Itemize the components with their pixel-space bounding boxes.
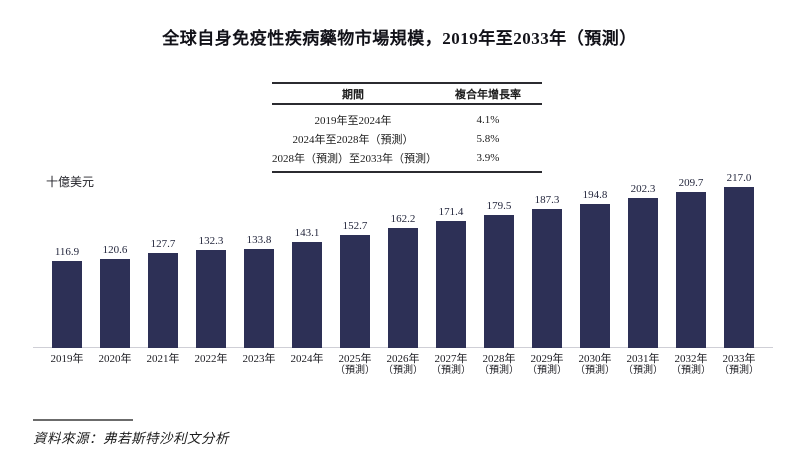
cagr-table: 期間 複合年增長率 2019年至2024年 4.1% 2024年至2028年（預測）… bbox=[272, 82, 542, 173]
bar bbox=[196, 249, 226, 348]
bar-group: 133.8 2023年 bbox=[235, 172, 283, 400]
bar-group: 194.8 2030年 （預測） bbox=[571, 172, 619, 400]
bar bbox=[724, 187, 754, 348]
bar-value-label: 132.3 bbox=[198, 234, 224, 247]
bar-group: 162.2 2026年 （預測） bbox=[379, 172, 427, 400]
source-divider bbox=[33, 419, 133, 421]
bar bbox=[292, 241, 322, 348]
bar-value-label: 217.0 bbox=[726, 172, 752, 184]
cagr-value: 4.1% bbox=[476, 113, 500, 126]
bar bbox=[484, 214, 514, 348]
x-axis-label: 2026年 （預測） bbox=[383, 353, 423, 376]
cagr-period: 2024年至2028年（預測） bbox=[292, 133, 414, 146]
cagr-table-body: 2019年至2024年 4.1% 2024年至2028年（預測） 5.8% 2028年（… bbox=[272, 105, 542, 171]
x-axis-label: 2021年 bbox=[146, 353, 180, 365]
bar-group: 120.6 2020年 bbox=[91, 172, 139, 400]
bar-group: 179.5 2028年 （預測） bbox=[475, 172, 523, 400]
bar-value-label: 194.8 bbox=[582, 188, 608, 201]
x-axis-label: 2033年 （預測） bbox=[719, 353, 759, 376]
bar-group: 187.3 2029年 （預測） bbox=[523, 172, 571, 400]
bar-group: 152.7 2025年 （預測） bbox=[331, 172, 379, 400]
bar-value-label: 143.1 bbox=[294, 226, 320, 239]
bar-value-label: 187.3 bbox=[534, 194, 560, 206]
bar-value-label: 171.4 bbox=[438, 205, 464, 218]
bar bbox=[436, 220, 466, 348]
x-axis-label: 2028年 （預測） bbox=[479, 353, 519, 376]
bar bbox=[100, 258, 130, 348]
bar bbox=[532, 209, 562, 348]
cagr-table-header: 期間 複合年增長率 bbox=[272, 84, 542, 105]
cagr-header-period: 期間 bbox=[342, 88, 364, 101]
bar-group: 217.0 2033年 （預測） bbox=[715, 172, 763, 400]
x-axis-label: 2024年 bbox=[290, 353, 324, 365]
cagr-value: 3.9% bbox=[476, 151, 500, 164]
bar-chart-plot: 116.9 2019年 120.6 2020年 127.7 2021年 132.3 2022年… bbox=[33, 172, 778, 400]
x-axis-label: 2020年 bbox=[98, 353, 132, 365]
chart-title: 全球自身免疫性疾病藥物市場規模，2019年至2033年（預測） bbox=[162, 29, 637, 48]
cagr-period: 2019年至2024年 bbox=[314, 114, 392, 127]
x-axis-label: 2023年 bbox=[242, 353, 276, 365]
bar bbox=[628, 197, 658, 348]
bar-group: 116.9 2019年 bbox=[43, 172, 91, 400]
cagr-period: 2028年（預測）至2033年（預測） bbox=[272, 152, 437, 165]
bar-group: 143.1 2024年 bbox=[283, 172, 331, 400]
bar bbox=[148, 253, 178, 348]
cagr-table-row: 2024年至2028年（預測） 5.8% bbox=[272, 129, 542, 148]
x-axis-label: 2027年 （預測） bbox=[431, 353, 471, 376]
x-axis-label: 2032年 （預測） bbox=[671, 353, 711, 376]
x-axis-label: 2019年 bbox=[50, 353, 84, 365]
cagr-header-rate: 複合年增長率 bbox=[455, 88, 521, 101]
bar-group: 127.7 2021年 bbox=[139, 172, 187, 400]
x-axis-label: 2025年 （預測） bbox=[335, 353, 375, 376]
x-axis-label: 2022年 bbox=[194, 353, 228, 365]
bar-value-label: 202.3 bbox=[630, 182, 656, 195]
bar-value-label: 209.7 bbox=[678, 177, 704, 190]
bar-value-label: 152.7 bbox=[342, 219, 368, 232]
cagr-table-row: 2019年至2024年 4.1% bbox=[272, 110, 542, 129]
bar bbox=[52, 261, 82, 348]
bar bbox=[388, 227, 418, 348]
cagr-value: 5.8% bbox=[476, 132, 500, 145]
bar bbox=[340, 234, 370, 348]
bar bbox=[676, 192, 706, 348]
bar-value-label: 120.6 bbox=[102, 243, 128, 256]
bar bbox=[244, 248, 274, 348]
bar-value-label: 127.7 bbox=[150, 238, 176, 251]
cagr-table-row: 2028年（預測）至2033年（預測） 3.9% bbox=[272, 148, 542, 167]
bar-value-label: 162.2 bbox=[390, 212, 416, 225]
bar-group: 171.4 2027年 （預測） bbox=[427, 172, 475, 400]
x-axis-label: 2030年 （預測） bbox=[575, 353, 615, 376]
y-axis-unit-label: 十億美元 bbox=[46, 175, 95, 189]
x-axis-label: 2031年 （預測） bbox=[623, 353, 663, 376]
bar-value-label: 179.5 bbox=[486, 199, 512, 212]
x-axis-label: 2029年 （預測） bbox=[527, 353, 567, 376]
bar-group: 132.3 2022年 bbox=[187, 172, 235, 400]
source-note: 資料來源：弗若斯特沙利文分析 bbox=[33, 431, 229, 446]
bar-group: 209.7 2032年 （預測） bbox=[667, 172, 715, 400]
bar-value-label: 116.9 bbox=[54, 246, 80, 259]
bar-group: 202.3 2031年 （預測） bbox=[619, 172, 667, 400]
bar-value-label: 133.8 bbox=[246, 233, 272, 246]
bar bbox=[580, 203, 610, 348]
